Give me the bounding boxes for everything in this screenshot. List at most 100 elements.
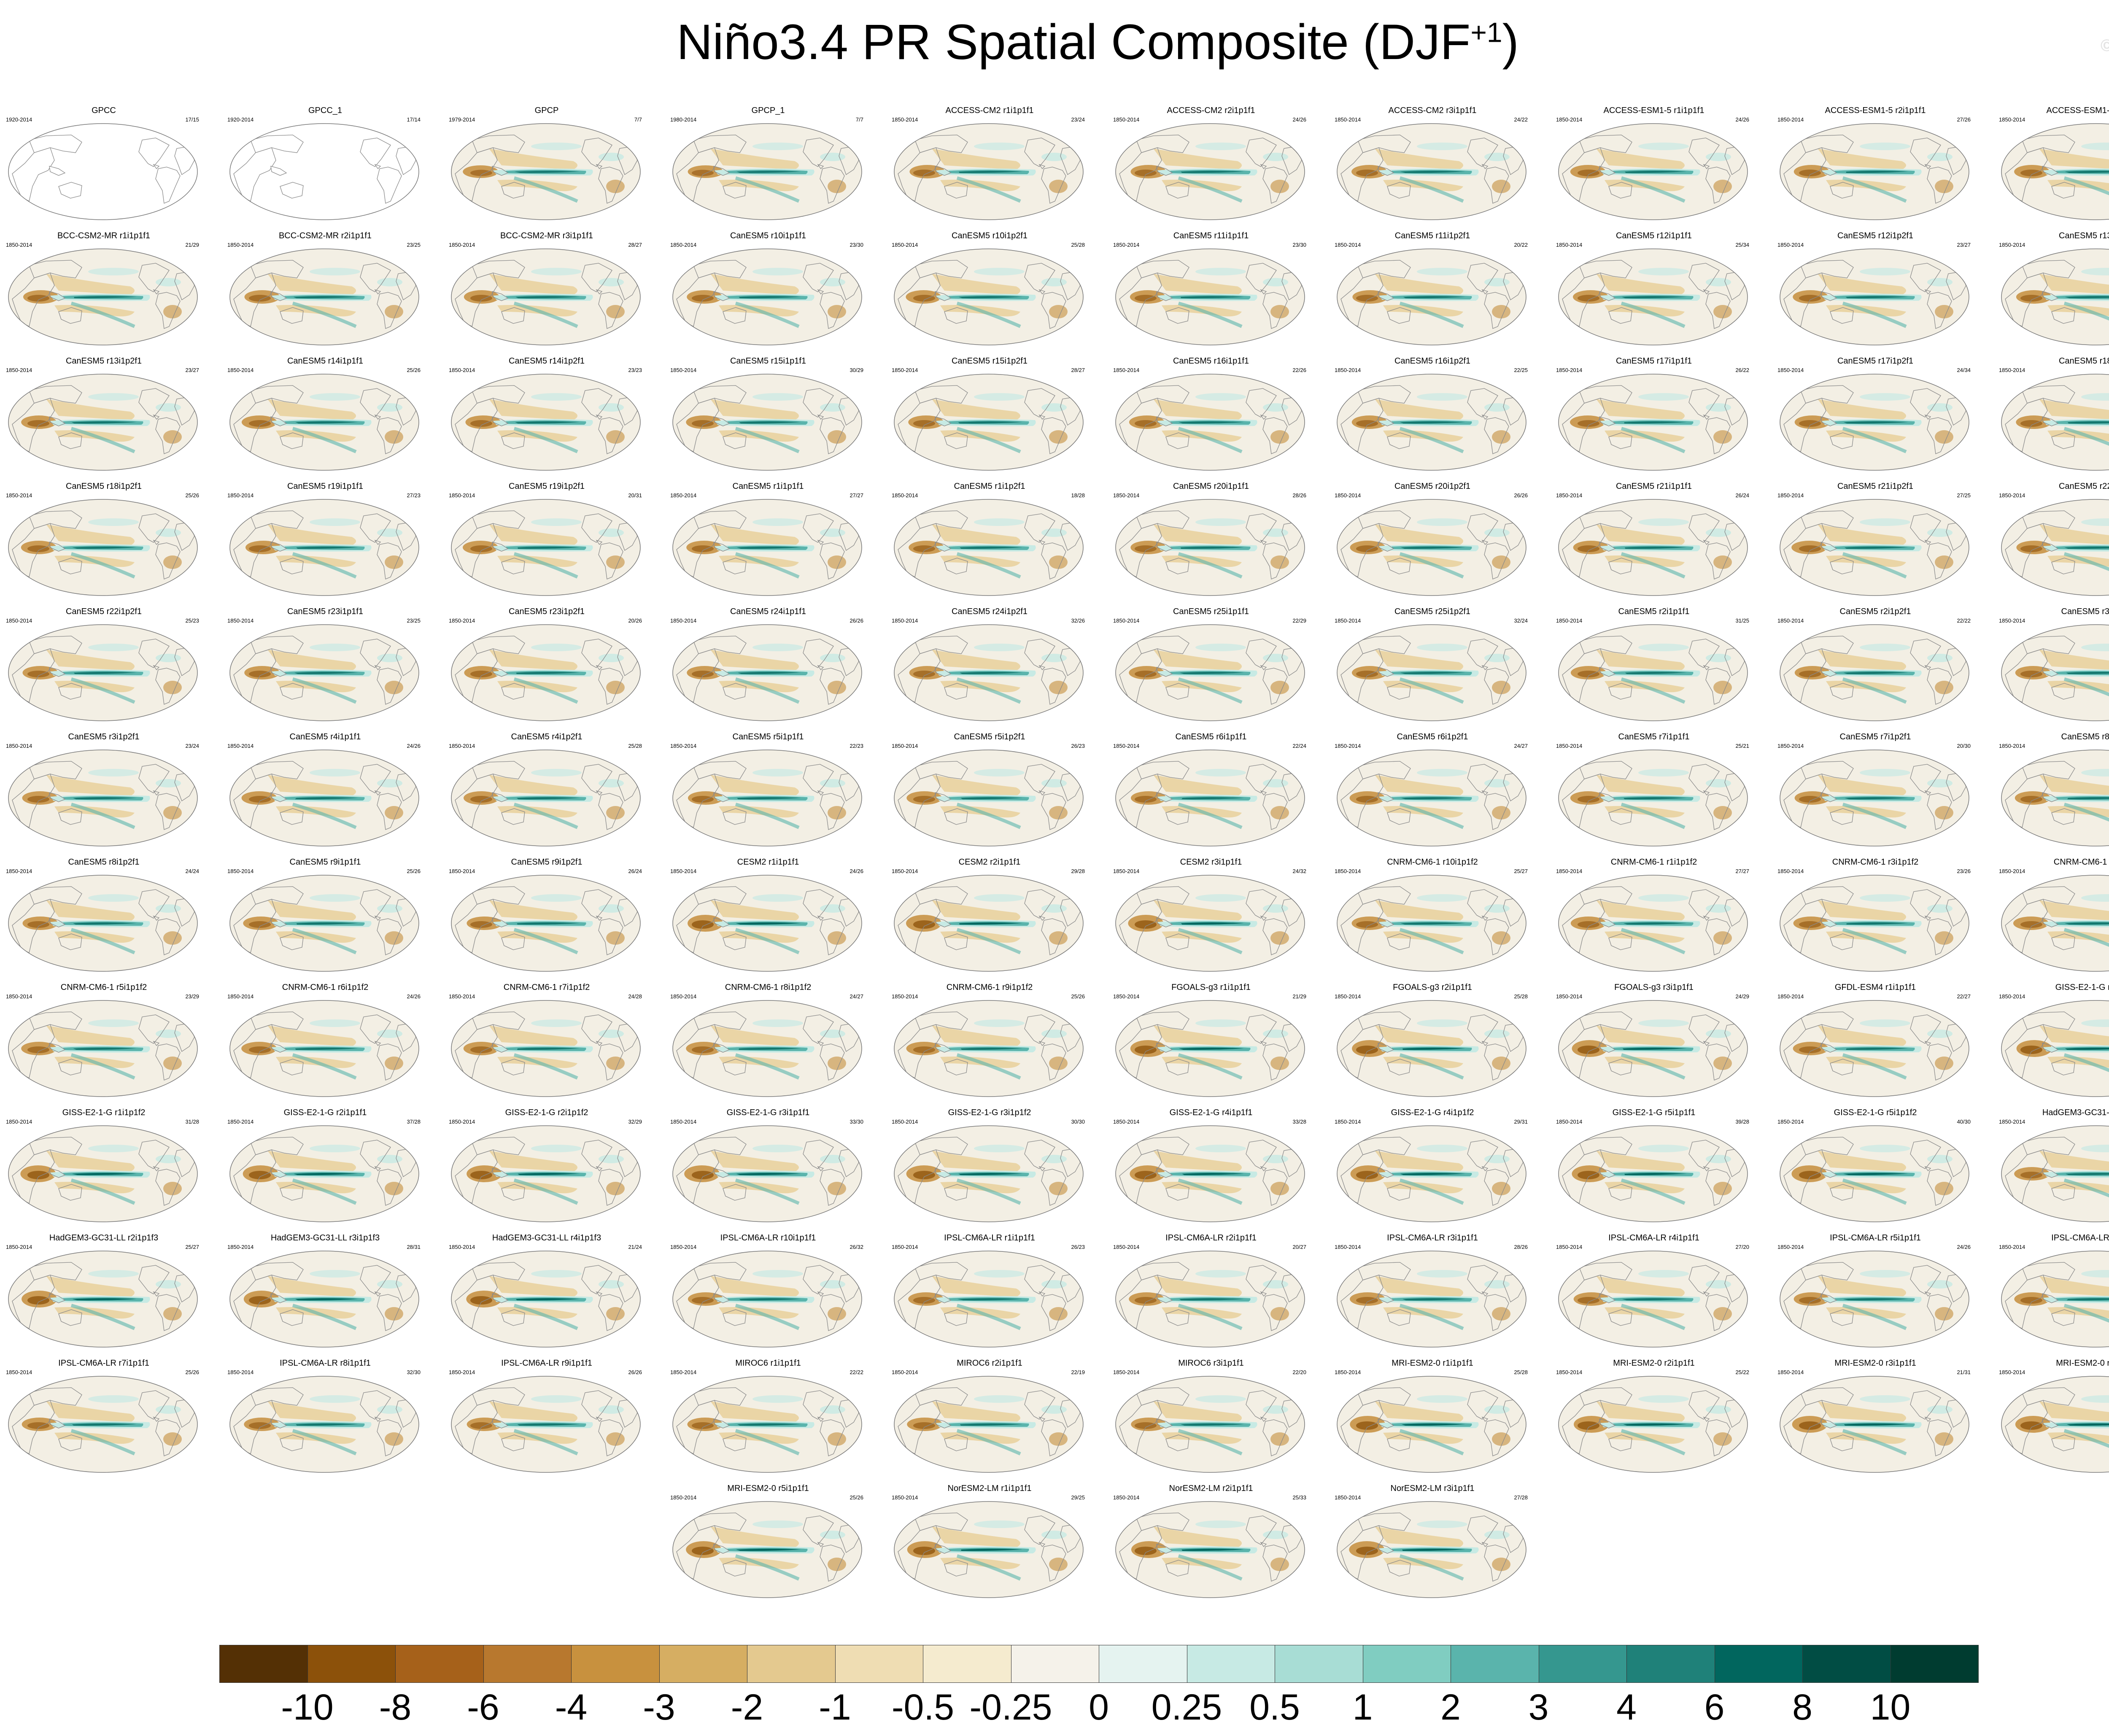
panel-years: 1850-2014 [449, 617, 475, 624]
panel-map [2001, 248, 2109, 345]
wet-anomaly-core [1624, 421, 1687, 424]
map-outline [451, 499, 641, 596]
panel-years: 1850-2014 [6, 367, 32, 373]
map-outline [894, 248, 1084, 345]
spcz-wet [70, 427, 135, 453]
dry-anomaly-north [267, 775, 356, 796]
panel-map [1115, 749, 1305, 846]
north-pacific-wet [1860, 644, 1910, 651]
panel-title: CNRM-CM6-1 r6i1p1f2 [282, 983, 369, 992]
atlantic-wet [377, 1030, 402, 1038]
map-panel: IPSL-CM6A-LR r2i1p1f1 1850-2014 20/27 [1110, 1233, 1312, 1355]
wet-anomaly-core [72, 1298, 137, 1301]
coastline-1 [1357, 135, 1411, 153]
spcz-wet [1842, 552, 1907, 579]
coastline-4 [803, 1140, 834, 1169]
coastline-2 [935, 1418, 952, 1429]
map-outline [2001, 1000, 2109, 1097]
map-panel: HadGEM3-GC31-LL r2i1p1f3 1850-2014 25/27 [3, 1233, 205, 1355]
panel-title: CanESM5 r19i1p1f1 [287, 482, 364, 491]
coastline-1 [914, 886, 968, 905]
panel-event-count: 28/27 [628, 242, 642, 248]
map-panel: CESM2 r1i1p1f1 1850-2014 24/26 [667, 857, 869, 979]
coastline-2 [935, 917, 952, 927]
coastline-1 [914, 1387, 968, 1406]
coastline-6 [1481, 164, 1489, 170]
coastline-4 [1024, 639, 1055, 668]
panel-map [1337, 499, 1526, 596]
panel-event-count: 33/30 [850, 1119, 863, 1125]
wet-anomaly-core [2067, 797, 2109, 800]
wet-anomaly-core [295, 421, 358, 424]
atlantic-wet [1706, 779, 1731, 787]
map-outline [672, 1501, 862, 1598]
coastline-2 [49, 416, 66, 426]
brazil-dry [1492, 555, 1510, 569]
coastline-6 [1038, 1291, 1046, 1297]
coastline-1 [693, 761, 747, 779]
panel-title: CNRM-CM6-1 r1i1p1f2 [1610, 857, 1697, 867]
maritime-continent-dry-core [2020, 170, 2042, 176]
maritime-continent-dry-core [1135, 796, 1157, 803]
coastline-4 [1246, 388, 1277, 418]
map-panel: IPSL-CM6A-LR r1i1p1f1 1850-2014 26/23 [888, 1233, 1091, 1355]
colorbar-tick-label: 6 [1704, 1687, 1725, 1728]
panel-years: 1850-2014 [1556, 617, 1583, 624]
map-outline [672, 1376, 862, 1473]
coastline-2 [1820, 416, 1837, 426]
spcz-wet [70, 302, 135, 328]
map-outline [451, 1000, 641, 1097]
panel-event-count: 21/24 [628, 1244, 642, 1250]
atlantic-wet [820, 1155, 845, 1163]
map-panel: CESM2 r2i1p1f1 1850-2014 29/28 [888, 857, 1091, 979]
coastline-4 [138, 889, 170, 919]
coastline-1 [29, 260, 82, 278]
dry-anomaly-north [489, 399, 577, 420]
coastline-6 [1481, 289, 1489, 295]
colorbar-segment [483, 1645, 572, 1683]
panel-event-count: 17/15 [185, 116, 199, 123]
atlantic-wet [1263, 1280, 1288, 1289]
map-panel: CNRM-CM6-1 r1i1p1f2 1850-2014 27/27 [1553, 857, 1755, 979]
coastline-3 [1165, 1059, 1189, 1076]
coastline-6 [1260, 915, 1267, 921]
spcz-wet [735, 677, 800, 704]
dry-anomaly-north [267, 1025, 356, 1046]
map-outline [229, 1251, 419, 1348]
coastline-3 [2051, 182, 2075, 199]
coastline-6 [1924, 665, 1931, 671]
atlantic-wet [599, 904, 624, 913]
maritime-continent-dry-core [249, 545, 271, 552]
colorbar-tick-label: -3 [643, 1687, 675, 1728]
map-outline [1115, 1000, 1305, 1097]
coastline-3 [58, 558, 82, 574]
map-outline [451, 875, 641, 972]
north-pacific-wet [974, 894, 1025, 902]
coastline-1 [472, 1137, 525, 1155]
map-outline [8, 1125, 198, 1222]
coastline-2 [1378, 416, 1394, 426]
dry-anomaly-north [1375, 274, 1463, 295]
coastline-4 [803, 513, 834, 543]
panel-map [229, 749, 419, 846]
brazil-dry [1049, 555, 1068, 569]
coastline-2 [492, 792, 509, 802]
spcz-wet [70, 928, 135, 954]
maritime-continent-dry-core [2020, 295, 2042, 302]
dry-anomaly-north [46, 399, 135, 420]
map-panel: BCC-CSM2-MR r2i1p1f1 1850-2014 23/25 [224, 231, 426, 353]
panel-event-count: 32/24 [1514, 617, 1528, 624]
map-outline [672, 374, 862, 471]
spcz-wet [1399, 552, 1464, 579]
brazil-dry [1935, 1057, 1953, 1070]
coastline-6 [596, 790, 603, 796]
coastline-4 [1467, 639, 1498, 668]
panel-map [894, 123, 1084, 220]
map-outline [672, 624, 862, 721]
north-pacific-wet [1638, 1019, 1689, 1027]
map-panel: CanESM5 r25i1p2f1 1850-2014 32/24 [1331, 607, 1534, 729]
panel-title: CanESM5 r22i1p1f1 [2058, 482, 2109, 491]
atlantic-wet [156, 1280, 181, 1289]
spcz-wet [956, 302, 1021, 328]
